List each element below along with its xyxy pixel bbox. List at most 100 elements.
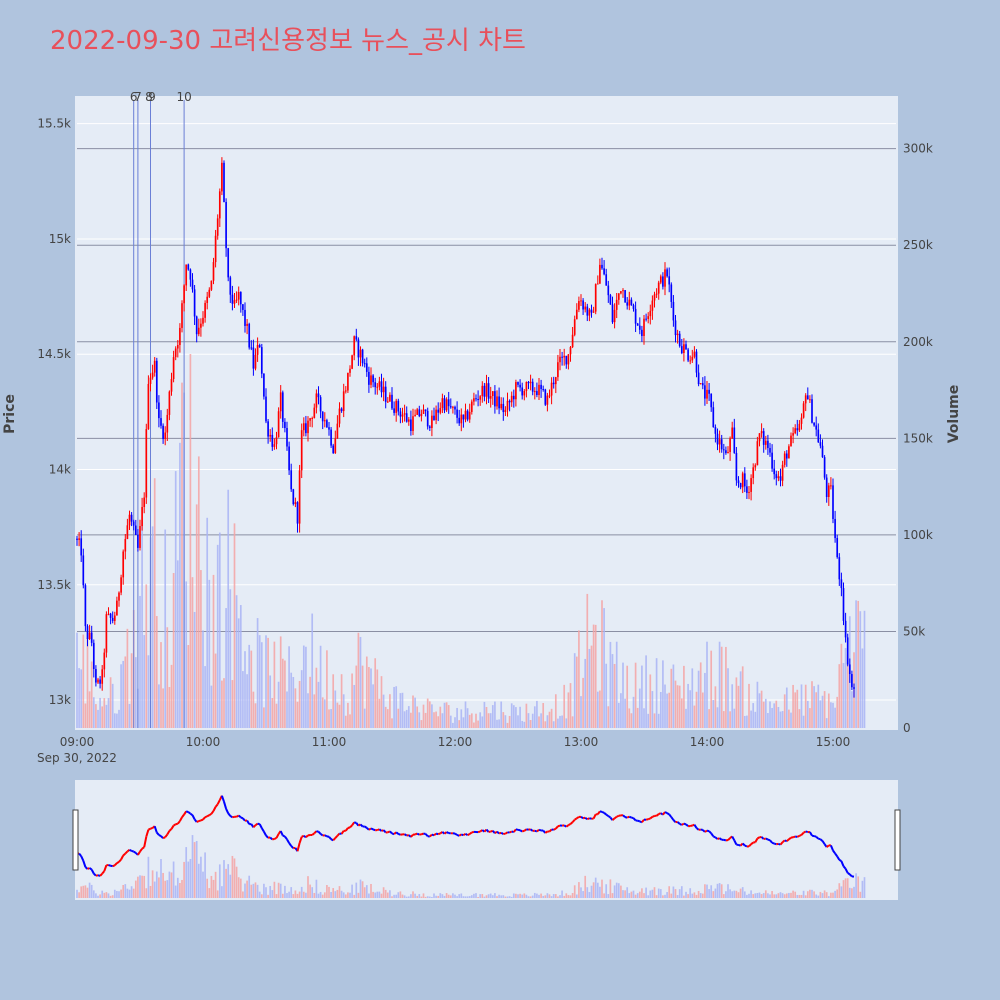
volume-bar [464, 701, 467, 728]
volume-bar [630, 713, 633, 728]
mini-volume-bar [244, 883, 246, 898]
mini-volume-bar [445, 893, 448, 898]
mini-volume-bar [741, 887, 744, 898]
mini-price-segment [779, 841, 784, 846]
mini-volume-bar [748, 893, 750, 898]
candle-body [788, 446, 790, 459]
volume-bar [615, 641, 618, 728]
mini-volume-bar [554, 894, 557, 898]
candle-body [502, 403, 505, 413]
volume-bar [840, 643, 843, 728]
candle-body [569, 347, 572, 355]
mini-volume-bar [792, 890, 794, 898]
candle-body [401, 414, 404, 417]
mini-volume-bar [599, 886, 601, 898]
candle-body [691, 356, 694, 361]
mini-volume-bar [491, 895, 494, 898]
candle-body [806, 395, 809, 400]
mini-volume-bar [185, 847, 188, 898]
volume-bar [636, 707, 639, 728]
mini-volume-bar [307, 876, 309, 898]
mini-volume-bar [727, 884, 729, 898]
volume-bar [433, 712, 435, 728]
candle-body [208, 289, 211, 297]
candle-body [218, 191, 221, 219]
candle-body [842, 588, 845, 621]
volume-bar [399, 693, 402, 728]
candle-body [790, 435, 792, 447]
candle-body [775, 474, 778, 479]
volume-bar [733, 708, 736, 728]
range-slider[interactable] [72, 780, 901, 900]
volume-bar [426, 698, 429, 728]
volume-bar [437, 716, 440, 728]
mini-price-segment [542, 829, 547, 834]
volume-bar [90, 661, 93, 728]
mini-volume-bar [420, 896, 423, 898]
volume-bar [653, 713, 656, 728]
candle-body [160, 418, 162, 426]
volume-bar [622, 662, 624, 728]
volume-bar [145, 584, 148, 728]
volume-bar [359, 636, 362, 728]
mini-volume-bar [309, 884, 311, 898]
volume-gridlines [77, 148, 896, 632]
mini-volume-bar [725, 891, 727, 898]
volume-bar [170, 664, 173, 728]
range-slider-left-handle[interactable] [72, 809, 79, 871]
candle-body [204, 302, 206, 318]
candle-body [246, 323, 248, 326]
mini-price-segment [763, 837, 767, 841]
mini-volume-bar [571, 893, 574, 898]
candle-body [260, 347, 263, 374]
mini-price-segment [513, 828, 517, 833]
volume-bar [496, 719, 498, 728]
volume-bar [468, 714, 471, 728]
volume-bar [748, 683, 750, 728]
candle-body [275, 437, 278, 445]
mini-price-segment [177, 820, 181, 825]
volume-bar [626, 665, 629, 728]
mini-volume-bar [617, 883, 620, 898]
candle-body [456, 409, 458, 418]
news-marker-label: 6 [130, 90, 138, 104]
volume-bar [151, 526, 154, 728]
candle-body [334, 438, 337, 454]
volume-bar [565, 718, 568, 728]
mini-price-segment [660, 812, 664, 816]
mini-volume-bar [830, 892, 832, 898]
mini-price-segment [840, 860, 845, 867]
mini-price-segment [153, 825, 158, 833]
mini-volume-bar [512, 893, 515, 898]
mini-volume-bar [382, 887, 385, 898]
candle-body [554, 377, 557, 385]
mini-volume-bar [286, 893, 288, 898]
candle-body [573, 319, 576, 335]
volume-bar [449, 715, 452, 728]
candle-body [641, 329, 643, 337]
candle-body [588, 309, 591, 316]
range-slider-right-handle[interactable] [894, 809, 901, 871]
candle-body [326, 420, 328, 428]
volume-bar [788, 709, 790, 728]
mini-volume-bar [722, 894, 725, 898]
volume-bar [632, 696, 635, 728]
mini-price-segment [738, 844, 741, 847]
volume-bar [586, 593, 589, 728]
mini-volume-bar [785, 893, 788, 898]
candle-body [785, 453, 788, 459]
mini-price-segment [370, 827, 374, 831]
mini-volume-bar [620, 885, 622, 898]
volume-bar [651, 691, 654, 728]
volume-bar [113, 713, 116, 728]
volume-bar [458, 720, 461, 728]
mini-volume-bar [706, 884, 708, 898]
volume-bar [760, 690, 763, 728]
mini-price-segment [805, 830, 809, 834]
mini-price-segment [162, 836, 166, 840]
volume-tick-label: 250k [903, 238, 933, 252]
mini-price-segment [336, 832, 341, 837]
volume-bar [370, 668, 372, 728]
mini-price-segment [553, 827, 557, 831]
mini-price-segment [389, 830, 393, 835]
